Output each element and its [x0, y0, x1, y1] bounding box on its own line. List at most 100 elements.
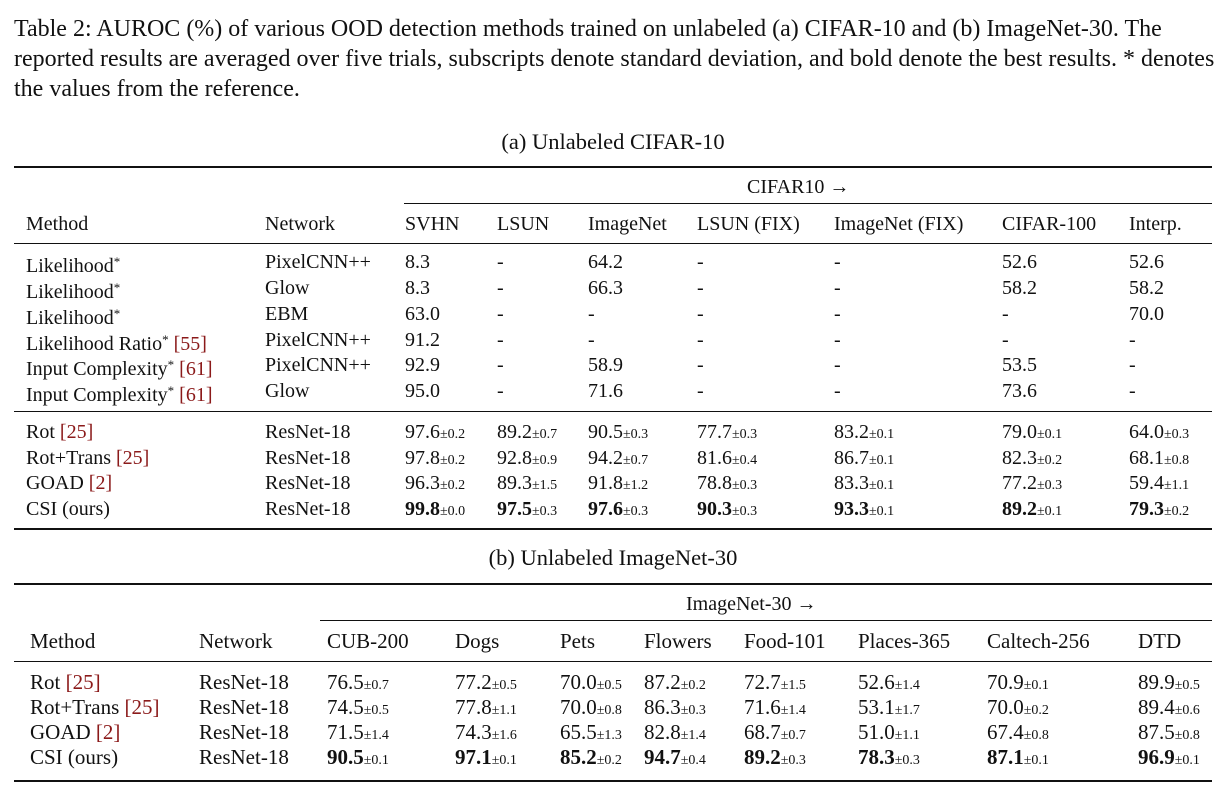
- table-cell: -: [497, 328, 504, 352]
- table-cell: 99.8±0.0: [405, 497, 465, 524]
- cell-value: 93.3: [834, 498, 869, 520]
- table-cell: 92.8±0.9: [497, 446, 557, 473]
- network-name: ResNet-18: [199, 745, 289, 769]
- cell-value: 78.8: [697, 472, 732, 494]
- cell-value: 97.6: [405, 421, 440, 443]
- table-cell: 71.5±1.4: [327, 720, 389, 748]
- reference-star: *: [167, 383, 175, 398]
- table-cell: -: [1129, 353, 1136, 377]
- reference-star: *: [113, 254, 121, 269]
- cell-std: ±0.3: [780, 753, 806, 768]
- table-cell: 90.5±0.3: [588, 420, 648, 447]
- column-header: SVHN: [405, 213, 460, 235]
- cell-value: 52.6: [858, 670, 895, 694]
- table-cell: 66.3: [588, 276, 623, 300]
- table-cell: 58.9: [588, 353, 623, 377]
- cell-value: 53.1: [858, 695, 895, 719]
- method-name: Likelihood*: [26, 302, 120, 330]
- cell-value: 66.3: [588, 277, 623, 299]
- cell-std: ±0.8: [596, 703, 622, 718]
- cell-value: 82.3: [1002, 447, 1037, 469]
- cell-value: 74.3: [455, 720, 492, 744]
- cell-std: ±0.2: [680, 678, 706, 693]
- cell-std: ±0.7: [780, 728, 806, 743]
- method-label: CSI (ours): [26, 498, 110, 520]
- cell-value: 74.5: [327, 695, 364, 719]
- table-cell: 74.3±1.6: [455, 720, 517, 748]
- cell-value: 83.2: [834, 421, 869, 443]
- table-a-bottom-rule: [14, 528, 1212, 530]
- table-cell: -: [834, 276, 841, 300]
- cell-value: 51.0: [858, 720, 895, 744]
- table-b-bottom-rule: [14, 780, 1212, 782]
- table-cell: -: [697, 276, 704, 300]
- cell-value: 63.0: [405, 303, 440, 325]
- table-b-title: (b) Unlabeled ImageNet-30: [488, 545, 738, 570]
- citation-link: [25]: [124, 695, 160, 719]
- table-cell: 92.9: [405, 353, 440, 377]
- citation-link: [2]: [95, 720, 121, 744]
- table-cell: 70.0±0.8: [560, 695, 622, 723]
- column-header: Pets: [560, 629, 596, 653]
- method-name: GOAD [2]: [26, 471, 112, 495]
- citation-link: [25]: [59, 421, 94, 443]
- cell-std: ±0.4: [680, 753, 706, 768]
- table-cell: 78.3±0.3: [858, 745, 920, 773]
- table-cell: 70.9±0.1: [987, 670, 1049, 698]
- cell-value: 77.2: [1002, 472, 1037, 494]
- cell-std: ±0.3: [680, 703, 706, 718]
- table-b-top-rule: [14, 583, 1212, 585]
- citation-link: [25]: [65, 670, 101, 694]
- table-cell: 63.0: [405, 302, 440, 326]
- cell-value: 71.6: [588, 380, 623, 402]
- cell-value: 94.7: [644, 745, 681, 769]
- table-cell: 72.7±1.5: [744, 670, 806, 698]
- citation-link: [61]: [179, 384, 213, 406]
- cell-value: 64.0: [1129, 421, 1164, 443]
- table-cell: 52.6: [1129, 250, 1164, 274]
- table-cell: 94.7±0.4: [644, 745, 706, 773]
- table-cell: 95.0: [405, 379, 440, 403]
- column-header: Places-365: [858, 629, 951, 653]
- cell-value: 68.7: [744, 720, 781, 744]
- method-label: GOAD: [26, 472, 84, 494]
- method-label: Likelihood: [26, 281, 114, 303]
- cell-value: 87.2: [644, 670, 681, 694]
- table-b-group-rule: [320, 620, 1212, 622]
- table-cell: 8.3: [405, 250, 430, 274]
- cell-value: 96.9: [1138, 745, 1175, 769]
- cell-std: ±0.1: [1037, 427, 1063, 442]
- table-b-header-rule: [14, 661, 1212, 663]
- table-cell: 97.6±0.2: [405, 420, 465, 447]
- cell-value: -: [588, 303, 595, 325]
- cell-std: ±0.3: [894, 753, 920, 768]
- cell-value: 70.0: [987, 695, 1024, 719]
- cell-std: ±0.1: [1023, 678, 1049, 693]
- cell-std: ±0.1: [869, 478, 895, 493]
- table-cell: -: [497, 276, 504, 300]
- column-header: CIFAR-100: [1002, 213, 1097, 235]
- cell-std: ±1.1: [1164, 478, 1190, 493]
- cell-value: 77.2: [455, 670, 492, 694]
- cell-std: ±0.1: [1174, 753, 1200, 768]
- column-header: CUB-200: [327, 629, 409, 653]
- method-name: CSI (ours): [30, 745, 118, 769]
- cell-value: 58.9: [588, 354, 623, 376]
- method-name: Likelihood*: [26, 276, 120, 304]
- table-cell: 82.3±0.2: [1002, 446, 1062, 473]
- cell-std: ±1.2: [623, 478, 649, 493]
- column-header: Flowers: [644, 629, 712, 653]
- table-cell: -: [1129, 379, 1136, 403]
- cell-value: 73.6: [1002, 380, 1037, 402]
- cell-value: 96.3: [405, 472, 440, 494]
- cell-value: -: [588, 329, 595, 351]
- method-name: Input Complexity* [61]: [26, 379, 213, 407]
- cell-std: ±0.2: [440, 427, 466, 442]
- table-cell: 87.2±0.2: [644, 670, 706, 698]
- cell-std: ±0.8: [1023, 728, 1049, 743]
- cell-value: -: [1129, 329, 1136, 351]
- cell-value: 78.3: [858, 745, 895, 769]
- cell-value: 58.2: [1129, 277, 1164, 299]
- cell-value: -: [834, 354, 841, 376]
- table-cell: 89.2±0.3: [744, 745, 806, 773]
